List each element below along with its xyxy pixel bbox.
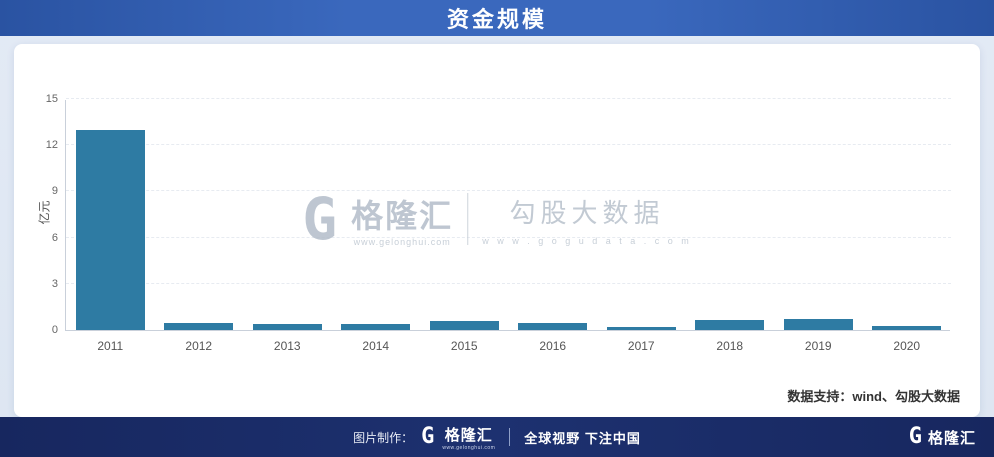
bar-2017	[606, 326, 676, 330]
x-tick-2017: 2017	[627, 339, 655, 353]
bar-2015	[429, 321, 499, 330]
bar-2012	[164, 323, 234, 330]
y-tick-0: 0	[51, 324, 58, 336]
bar-2018	[695, 320, 765, 330]
footer-divider	[509, 428, 511, 446]
data-source-note: 数据支持：wind、勾股大数据	[787, 389, 960, 404]
page-footer: 图片制作： G 格隆汇 www.gelonghui.com 全球视野 下注中国 …	[0, 417, 994, 457]
chart-card: 亿元 0 3 6 9 12 15 2011 2012 2013 2014 2015 2016 2017…	[14, 44, 980, 417]
bar-2011	[75, 129, 145, 330]
bar-2014	[341, 323, 411, 330]
gridline-12	[66, 144, 951, 146]
bar-chart-plot: 0 3 6 9 12 15 2011 2012 2013 2014 2015 2016 2017 201…	[46, 93, 951, 353]
bar-2019	[783, 319, 853, 330]
x-tick-2012: 2012	[185, 339, 213, 353]
x-tick-2014: 2014	[362, 339, 390, 353]
y-tick-12: 12	[45, 139, 58, 152]
footer-right-logo: G 格隆汇	[909, 417, 976, 457]
y-tick-3: 3	[51, 277, 58, 290]
x-tick-2016: 2016	[539, 339, 567, 353]
x-tick-2011: 2011	[97, 339, 124, 353]
y-tick-15: 15	[45, 93, 58, 105]
x-tick-2019: 2019	[804, 339, 832, 353]
footer-credit: 图片制作： G 格隆汇 www.gelonghui.com 全球视野 下注中国	[353, 424, 641, 451]
footer-right-brand-name: 格隆汇	[927, 429, 976, 447]
gridline-9	[66, 190, 951, 192]
y-tick-6: 6	[51, 231, 58, 244]
x-tick-2015: 2015	[450, 339, 478, 353]
gelonghui-footer-logo-icon: G	[421, 424, 435, 449]
page-title: 资金规模	[446, 7, 547, 32]
gridline-3	[66, 282, 951, 284]
x-tick-2020: 2020	[893, 339, 921, 353]
x-tick-2018: 2018	[716, 339, 744, 353]
gelonghui-footer-right-logo-icon: G	[908, 424, 922, 449]
bar-2020	[872, 326, 942, 330]
gridline-15	[66, 98, 951, 99]
gridline-6	[66, 236, 951, 238]
footer-made-by-label: 图片制作：	[353, 430, 414, 445]
footer-brand-name: 格隆汇	[444, 426, 493, 444]
footer-brand-url: www.gelonghui.com	[442, 444, 496, 451]
page-header: 资金规模	[0, 0, 994, 36]
footer-slogan: 全球视野 下注中国	[524, 430, 641, 446]
y-axis-title: 亿元	[37, 200, 52, 225]
bar-2013	[252, 323, 322, 330]
footer-brand-block: 格隆汇 www.gelonghui.com	[442, 424, 495, 451]
y-tick-9: 9	[51, 185, 58, 198]
bar-2016	[518, 323, 588, 330]
x-tick-2013: 2013	[273, 339, 301, 353]
